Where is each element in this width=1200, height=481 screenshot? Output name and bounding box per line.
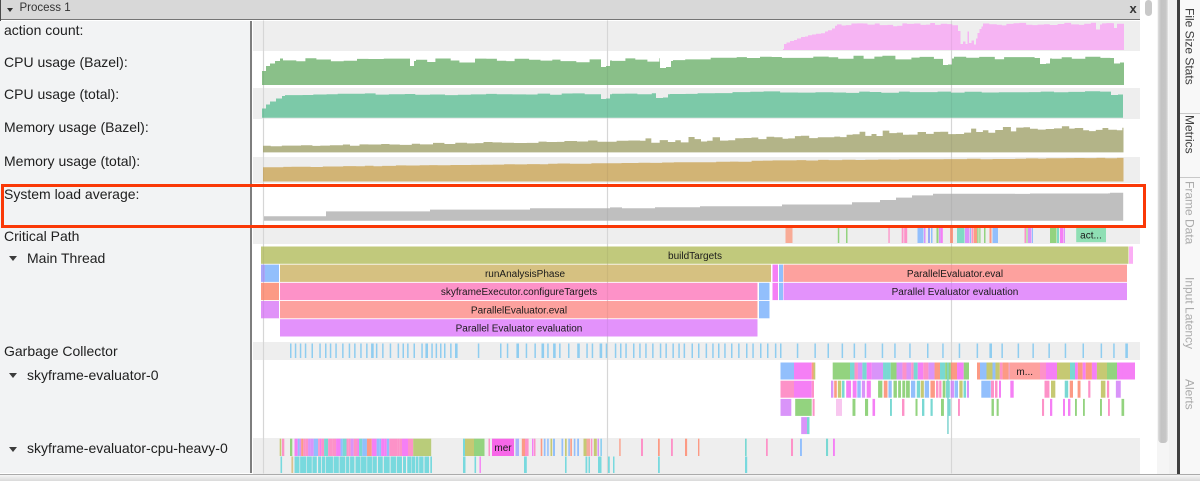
svg-text:ParallelEvaluator.eval: ParallelEvaluator.eval bbox=[907, 269, 1003, 280]
svg-text:ParallelEvaluator.eval: ParallelEvaluator.eval bbox=[471, 305, 567, 316]
svg-text:m...: m... bbox=[1016, 367, 1033, 378]
svg-text:buildTargets: buildTargets bbox=[668, 251, 722, 262]
svg-text:mer: mer bbox=[494, 443, 512, 454]
svg-text:Parallel Evaluator evaluation: Parallel Evaluator evaluation bbox=[456, 324, 583, 335]
svg-text:act...: act... bbox=[1080, 231, 1102, 242]
svg-text:Parallel Evaluator evaluation: Parallel Evaluator evaluation bbox=[892, 287, 1019, 298]
svg-text:runAnalysisPhase: runAnalysisPhase bbox=[485, 269, 565, 280]
svg-text:skyframeExecutor.configureTarg: skyframeExecutor.configureTargets bbox=[441, 287, 597, 298]
